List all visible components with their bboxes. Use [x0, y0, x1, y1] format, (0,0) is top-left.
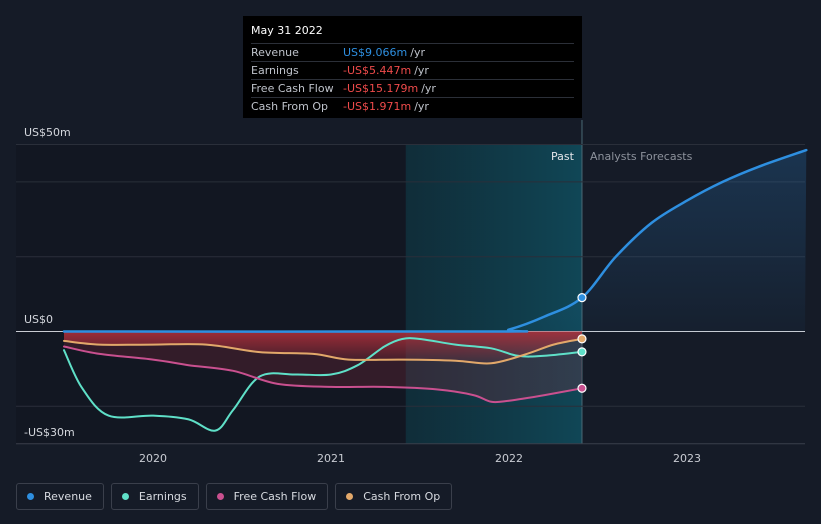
- legend-label: Free Cash Flow: [233, 490, 317, 503]
- free-cash-flow-marker: [577, 383, 587, 393]
- free-cash-flow-line: [63, 345, 583, 404]
- legend-dot-icon: [216, 493, 224, 500]
- y-tick-label-bottom: -US$30m: [24, 426, 75, 439]
- tooltip-row-name: Cash From Op: [251, 100, 329, 113]
- past-label: Past: [551, 150, 574, 163]
- tooltip-row-unit: /yr: [414, 64, 429, 77]
- x-tick-label: 2022: [495, 452, 523, 465]
- x-tick-label: 2023: [673, 452, 701, 465]
- tooltip-row-value: US$9.066m: [343, 46, 408, 59]
- x-tick-label: 2020: [139, 452, 167, 465]
- tooltip: May 31 2022 Revenue US$9.066m /yr Earnin…: [243, 16, 582, 118]
- tooltip-row-earnings: Earnings -US$5.447m /yr: [251, 61, 574, 79]
- cash-from-op-marker: [577, 334, 587, 344]
- legend-label: Earnings: [138, 490, 187, 503]
- legend-dot-icon: [346, 493, 354, 500]
- tooltip-date: May 31 2022: [251, 24, 323, 37]
- legend-free-cash-flow-button[interactable]: Free Cash Flow: [205, 483, 329, 510]
- revenue-marker: [577, 292, 587, 303]
- earnings-marker: [577, 347, 587, 357]
- tooltip-row-name: Free Cash Flow: [251, 82, 334, 95]
- tooltip-row-name: Earnings: [251, 64, 299, 77]
- legend-cash-from-op-button[interactable]: Cash From Op: [335, 483, 453, 510]
- revenue-area-fill: [64, 150, 807, 332]
- legend-earnings-button[interactable]: Earnings: [110, 483, 199, 510]
- legend: Revenue Earnings Free Cash Flow Cash Fro…: [16, 483, 453, 510]
- tooltip-row-cash-from-op: Cash From Op -US$1.971m /yr: [251, 97, 574, 115]
- tooltip-row-unit: /yr: [414, 100, 429, 113]
- tooltip-row-value: -US$5.447m: [343, 64, 412, 77]
- free-cash-flow-area-fill: [64, 331, 582, 403]
- legend-dot-icon: [27, 493, 34, 500]
- earnings-line: [63, 337, 583, 432]
- legend-label: Revenue: [44, 490, 92, 503]
- tooltip-row-unit: /yr: [421, 82, 436, 95]
- tooltip-row-unit: /yr: [410, 46, 425, 59]
- past-background: [16, 145, 406, 444]
- tooltip-row-value: -US$15.179m: [343, 82, 419, 95]
- legend-revenue-button[interactable]: Revenue: [16, 483, 104, 510]
- y-tick-label-top: US$50m: [24, 126, 71, 139]
- x-tick-label: 2021: [317, 452, 345, 465]
- cash-from-op-line: [63, 337, 583, 365]
- y-tick-label-zero: US$0: [24, 313, 54, 326]
- negative-area-fill: [64, 331, 582, 364]
- tooltip-row-revenue: Revenue US$9.066m /yr: [251, 43, 574, 61]
- legend-label: Cash From Op: [363, 490, 441, 503]
- forecast-label: Analysts Forecasts: [590, 150, 693, 163]
- tooltip-row-name: Revenue: [251, 46, 299, 59]
- tooltip-row-free-cash-flow: Free Cash Flow -US$15.179m /yr: [251, 79, 574, 97]
- tooltip-row-value: -US$1.971m: [343, 100, 412, 113]
- legend-dot-icon: [121, 493, 129, 500]
